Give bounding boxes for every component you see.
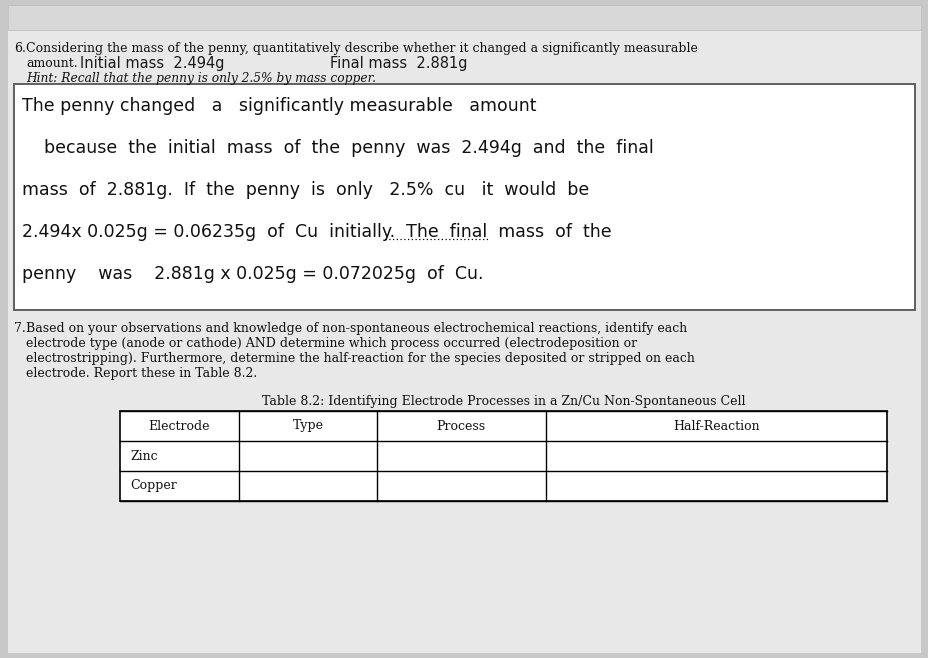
Bar <box>120 411 886 501</box>
Text: penny    was    2.881g x 0.025g = 0.072025g  of  Cu.: penny was 2.881g x 0.025g = 0.072025g of… <box>22 265 483 283</box>
Text: electrostripping). Furthermore, determine the half-reaction for the species depo: electrostripping). Furthermore, determin… <box>26 352 694 365</box>
Text: Electrode: Electrode <box>148 420 210 432</box>
Text: because  the  initial  mass  of  the  penny  was  2.494g  and  the  final: because the initial mass of the penny wa… <box>22 139 653 157</box>
Text: mass  of  2.881g.  If  the  penny  is  only   2.5%  cu   it  would  be: mass of 2.881g. If the penny is only 2.5… <box>22 181 588 199</box>
Text: Final mass  2.881g: Final mass 2.881g <box>329 56 467 71</box>
Text: Based on your observations and knowledge of non-spontaneous electrochemical reac: Based on your observations and knowledge… <box>26 322 687 335</box>
Text: The penny changed   a   significantly measurable   amount: The penny changed a significantly measur… <box>22 97 536 115</box>
Text: Half-Reaction: Half-Reaction <box>672 420 759 432</box>
Text: Type: Type <box>292 420 323 432</box>
Text: electrode type (anode or cathode) AND determine which process occurred (electrod: electrode type (anode or cathode) AND de… <box>26 337 637 350</box>
Text: Hint: Recall that the penny is only 2.5% by mass copper.: Hint: Recall that the penny is only 2.5%… <box>26 72 376 85</box>
Bar <box>14 84 914 310</box>
Text: electrode. Report these in Table 8.2.: electrode. Report these in Table 8.2. <box>26 367 257 380</box>
Text: Process: Process <box>436 420 485 432</box>
Text: 2.494x 0.025g = 0.06235g  of  Cu  initially.  The  final  mass  of  the: 2.494x 0.025g = 0.06235g of Cu initially… <box>22 223 611 241</box>
Text: Copper: Copper <box>130 480 176 492</box>
Text: 6.: 6. <box>14 42 26 55</box>
Text: 7.: 7. <box>14 322 26 335</box>
Text: Initial mass  2.494g: Initial mass 2.494g <box>80 56 225 71</box>
Text: Table 8.2: Identifying Electrode Processes in a Zn/Cu Non-Spontaneous Cell: Table 8.2: Identifying Electrode Process… <box>262 395 744 408</box>
Text: amount.: amount. <box>26 57 78 70</box>
Text: Zinc: Zinc <box>130 449 158 463</box>
Text: Considering the mass of the penny, quantitatively describe whether it changed a : Considering the mass of the penny, quant… <box>26 42 697 55</box>
Bar <box>8 5 920 30</box>
